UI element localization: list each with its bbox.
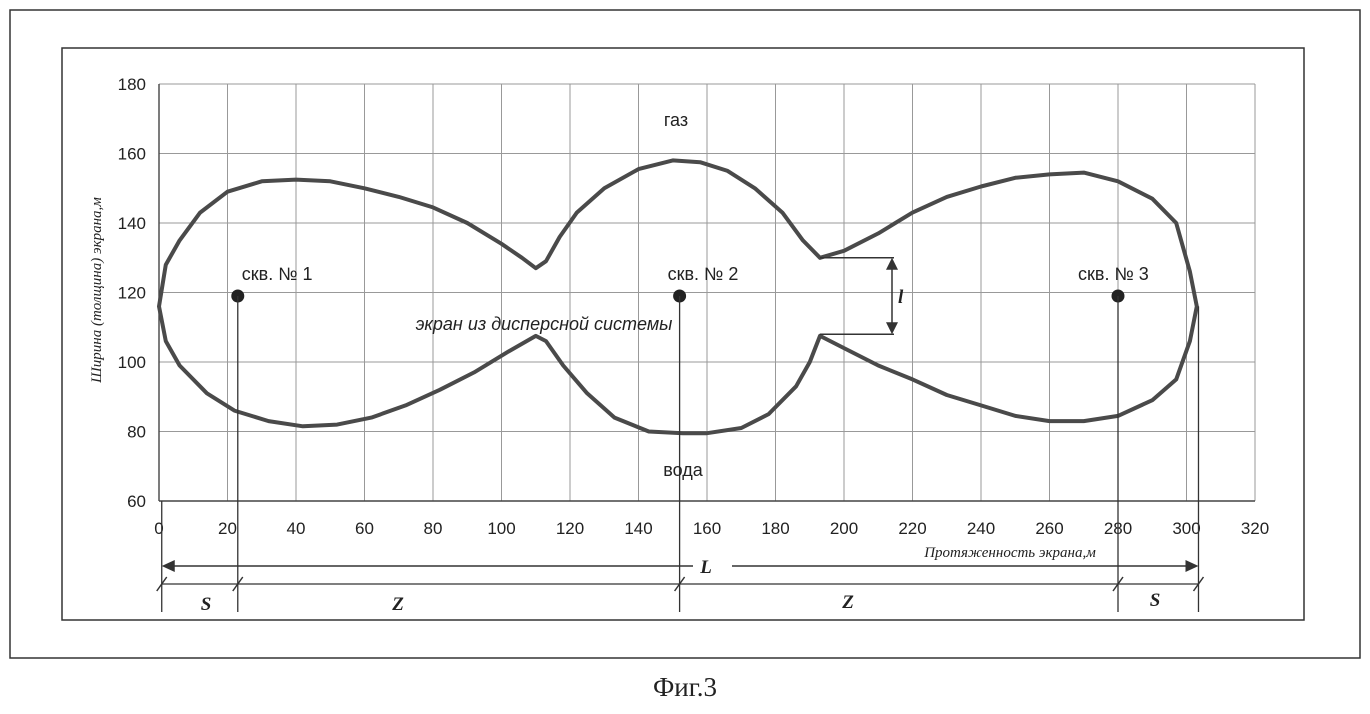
x-tick-label: 120 (556, 519, 584, 538)
x-tick-label: 160 (693, 519, 721, 538)
length-arrow-right (1185, 560, 1198, 572)
x-tick-label: 180 (761, 519, 789, 538)
y-tick-label: 120 (118, 284, 146, 303)
x-tick-label: 320 (1241, 519, 1269, 538)
screen-label: экран из дисперсной системы (416, 314, 673, 334)
y-tick-label: 160 (118, 145, 146, 164)
gas-label: газ (664, 110, 688, 130)
x-tick-label: 60 (355, 519, 374, 538)
x-tick-label: 20 (218, 519, 237, 538)
y-tick-label: 60 (127, 492, 146, 511)
y-axis-label: Ширина (толщина) экрана,м (89, 197, 105, 384)
segment-z-left: Z (391, 594, 404, 615)
y-tick-label: 180 (118, 75, 146, 94)
outer-frame (10, 10, 1360, 658)
length-label: L (699, 557, 712, 578)
y-tick-label: 100 (118, 353, 146, 372)
well-label-2: скв. № 2 (668, 264, 739, 284)
x-tick-label: 140 (624, 519, 652, 538)
neck-arrow-bottom (886, 322, 898, 334)
x-tick-label: 300 (1172, 519, 1200, 538)
x-tick-label: 40 (287, 519, 306, 538)
x-tick-label: 260 (1035, 519, 1063, 538)
figure-caption: Фиг.3 (0, 672, 1370, 703)
y-tick-label: 140 (118, 214, 146, 233)
x-tick-label: 220 (898, 519, 926, 538)
segment-z-right: Z (841, 592, 854, 613)
x-tick-label: 200 (830, 519, 858, 538)
x-tick-label: 240 (967, 519, 995, 538)
water-label: вода (663, 460, 703, 480)
segment-s-left: S (201, 594, 212, 615)
well-label-3: скв. № 3 (1078, 264, 1149, 284)
y-tick-label: 80 (127, 423, 146, 442)
x-tick-label: 80 (424, 519, 443, 538)
x-axis-label: Протяженность экрана,м (923, 545, 1096, 561)
x-tick-label: 100 (487, 519, 515, 538)
neck-arrow-top (886, 258, 898, 270)
neck-width-label: l (898, 287, 904, 308)
grid (159, 84, 1255, 501)
segment-s-right: S (1150, 590, 1161, 611)
length-arrow-left (162, 560, 175, 572)
well-label-1: скв. № 1 (242, 264, 313, 284)
